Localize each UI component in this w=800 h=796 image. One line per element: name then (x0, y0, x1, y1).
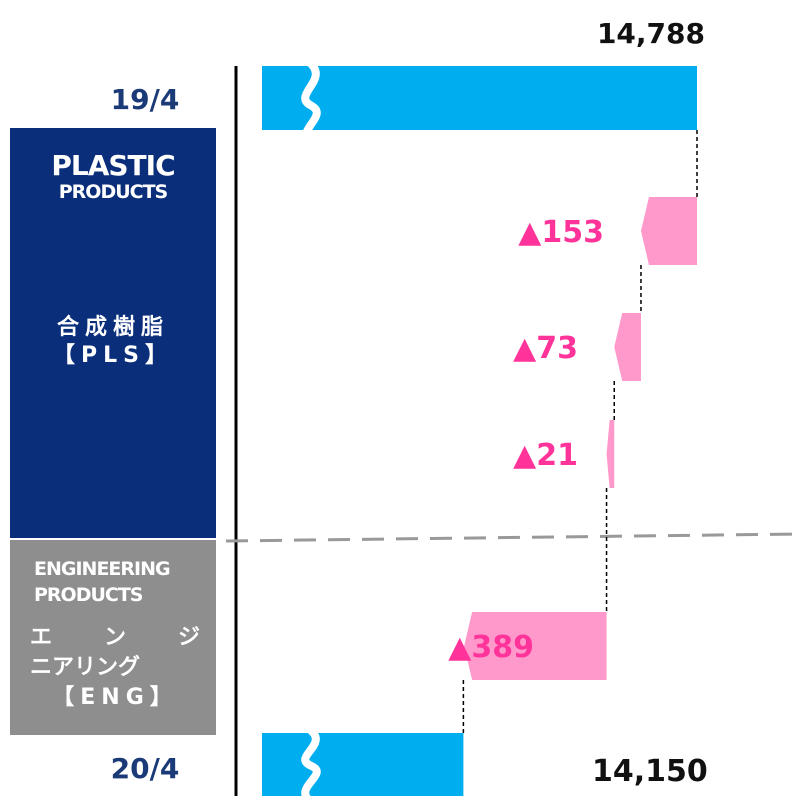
bar-start-value-label: 14,788 (597, 17, 705, 50)
eng-name-line1: エ ン ジ (30, 623, 200, 653)
bar-decrease (640, 197, 697, 265)
segment-eng-panel: ENGINEERING PRODUCTS エ ン ジ ニアリング 【ENG】 (10, 540, 216, 735)
decrease-value-label: ▲153 (518, 215, 604, 250)
segment-pls-panel: PLASTIC PRODUCTS 合成樹脂 【PLS】 (10, 128, 216, 538)
decrease-value-label: ▲73 (513, 331, 578, 366)
axis-break-mark-start (301, 58, 321, 152)
pls-logo-line2: PRODUCTS (58, 181, 169, 203)
bar-decrease (464, 612, 607, 680)
decrease-value-label: ▲21 (513, 438, 578, 473)
eng-name-char: ジ (177, 625, 200, 650)
segment-divider (225, 532, 800, 543)
eng-name-line2: ニアリング (30, 655, 141, 680)
bar-decrease (606, 420, 615, 488)
bar-end (262, 733, 464, 796)
period-end-label: 20/4 (110, 752, 180, 785)
bar-start (262, 66, 697, 130)
decrease-value-label: ▲389 (448, 630, 534, 665)
bar-end-value-label: 14,150 (592, 754, 708, 789)
period-start-label: 19/4 (110, 83, 180, 116)
eng-segment-code: 【ENG】 (52, 685, 178, 710)
axis-break-mark-end (301, 725, 321, 796)
pls-logo-line1: PLASTIC (51, 149, 175, 182)
eng-logo-line2: PRODUCTS (34, 584, 143, 606)
pls-segment-code: 【PLS】 (53, 343, 173, 368)
eng-segment-name-block: エ ン ジ ニアリング 【ENG】 (30, 623, 200, 713)
eng-logo-line1: ENGINEERING (34, 558, 171, 580)
pls-segment-name: 合成樹脂 (56, 315, 169, 340)
bar-decrease (614, 313, 641, 381)
eng-name-char: ン (103, 625, 126, 650)
eng-name-char: エ (30, 625, 53, 650)
